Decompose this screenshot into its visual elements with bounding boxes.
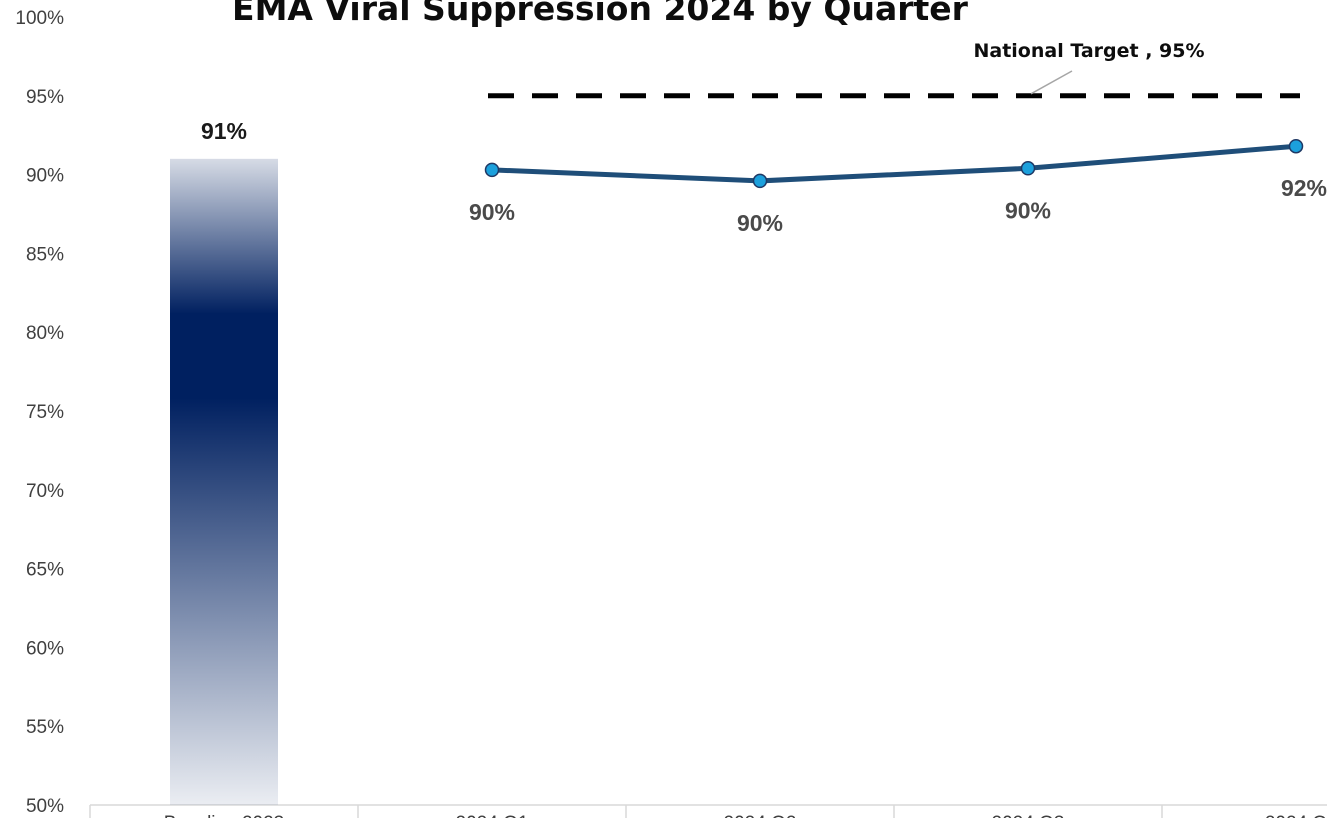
y-tick-label: 65% <box>26 560 64 581</box>
y-axis: 50% 55% 60% 65% 70% 75% 80% 85% 90% 95% 100% <box>15 8 64 817</box>
x-tick-label: 2024 Q <box>1265 813 1327 818</box>
chart-title: EMA Viral Suppression 2024 by Quarter <box>232 0 969 28</box>
target-leader-line <box>1030 70 1073 95</box>
line-point <box>1288 138 1304 154</box>
line-data-label: 90% <box>469 199 515 225</box>
y-tick-label: 95% <box>26 87 64 108</box>
x-tick-label: 2024 Q3 <box>992 813 1065 818</box>
line-data-label: 90% <box>737 210 783 236</box>
bar-data-label: 91% <box>201 118 247 144</box>
y-tick-label: 90% <box>26 166 64 187</box>
y-tick-label: 55% <box>26 717 64 738</box>
bar-series <box>170 158 278 806</box>
y-tick-label: 75% <box>26 402 64 423</box>
y-tick-label: 80% <box>26 323 64 344</box>
target-line-group: National Target , 95% <box>488 40 1300 99</box>
target-label: National Target , 95% <box>973 40 1204 62</box>
y-tick-label: 60% <box>26 638 64 659</box>
data-labels: 91% 90% 90% 90% 92% <box>201 118 1327 236</box>
line-point <box>484 162 500 178</box>
x-axis: Baseline 2023 2024 Q1 2024 Q2 2024 Q3 2024 Q <box>89 804 1327 818</box>
line-data-label: 92% <box>1281 175 1327 201</box>
y-tick-label: 100% <box>15 8 64 29</box>
line-data-label: 90% <box>1005 197 1051 223</box>
series-line <box>491 143 1297 184</box>
x-tick-label: 2024 Q2 <box>724 813 797 818</box>
line-point <box>752 173 768 189</box>
y-tick-label: 85% <box>26 244 64 265</box>
x-tick-label: Baseline 2023 <box>164 813 284 818</box>
y-tick-label: 70% <box>26 481 64 502</box>
bar <box>170 158 278 806</box>
line-series <box>484 138 1304 189</box>
x-tick-label: 2024 Q1 <box>456 813 529 818</box>
line-point <box>1020 161 1036 176</box>
y-tick-label: 50% <box>26 796 64 817</box>
